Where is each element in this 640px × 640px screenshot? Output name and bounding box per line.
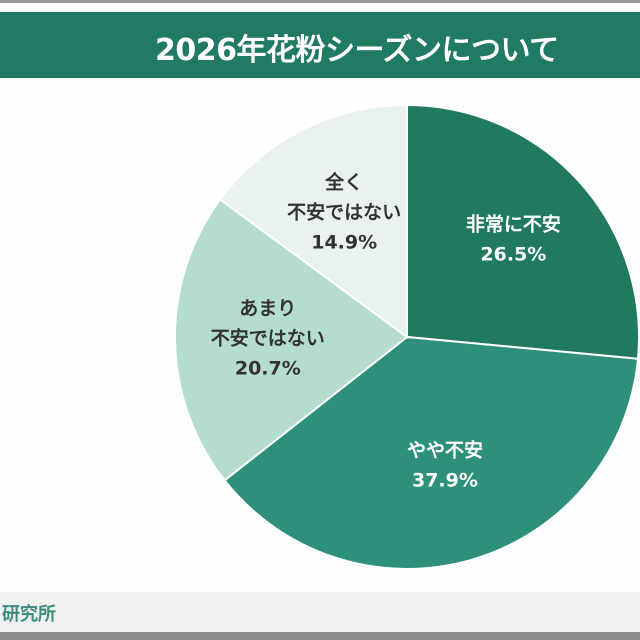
slice-value-label: 26.5% bbox=[480, 244, 546, 266]
slice-value-label: 20.7% bbox=[235, 358, 301, 380]
pie-slice bbox=[174, 198, 409, 482]
chart-title: 2026年花粉シーズンについて bbox=[155, 33, 559, 68]
slice-category-label: 非常に不安 bbox=[466, 213, 561, 236]
pie-slice bbox=[218, 103, 408, 339]
slice-value-label: 37.9% bbox=[412, 470, 478, 492]
pie-slice bbox=[406, 103, 640, 360]
slice-category-label: あまり bbox=[239, 298, 296, 320]
title-banner: 2026年花粉シーズンについて bbox=[0, 12, 640, 78]
top-border bbox=[0, 0, 640, 3]
slice-category-label: 不安ではない bbox=[287, 200, 401, 223]
bottom-border bbox=[0, 632, 640, 640]
slice-category-label: やや不安 bbox=[407, 439, 483, 462]
pie-slice bbox=[223, 335, 640, 570]
source-text: 研究所 bbox=[2, 604, 56, 625]
slice-category-label: 不安ではない bbox=[211, 327, 325, 350]
slice-category-label: 全く bbox=[324, 170, 363, 193]
slice-value-label: 14.9% bbox=[311, 231, 377, 253]
source-footer: 研究所 bbox=[0, 592, 640, 632]
